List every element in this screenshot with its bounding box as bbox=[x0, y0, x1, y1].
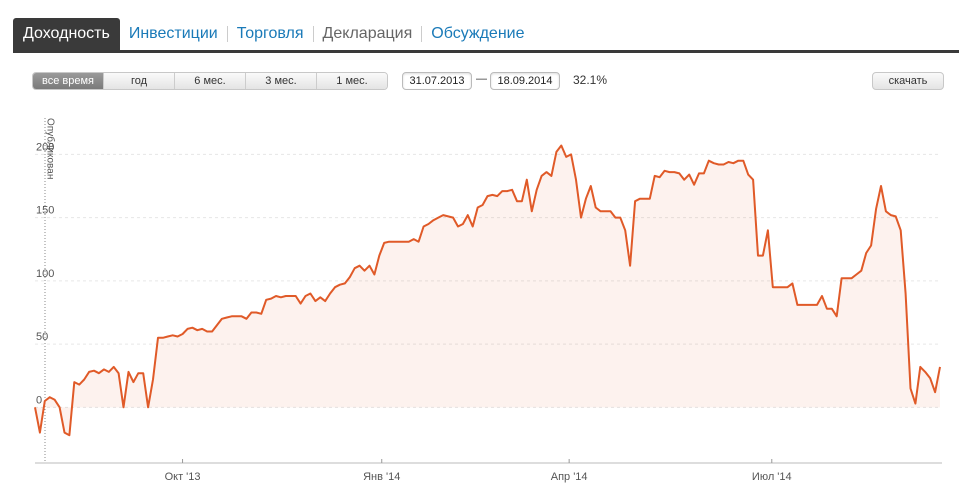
separator bbox=[421, 26, 423, 42]
separator bbox=[312, 26, 314, 42]
period-button[interactable]: все время bbox=[33, 73, 103, 89]
date-from[interactable]: 31.07.2013 bbox=[402, 72, 472, 90]
x-tick-label: Июл '14 bbox=[752, 471, 792, 483]
line bbox=[34, 144, 941, 437]
y-tick-label: 150 bbox=[36, 205, 54, 217]
period-button[interactable]: 1 мес. bbox=[316, 73, 387, 89]
date-separator: — bbox=[476, 73, 487, 85]
y-tick-label: 200 bbox=[36, 141, 54, 153]
controls: все время год 6 мес. 3 мес. 1 мес. 31.07… bbox=[32, 72, 944, 90]
y-tick-label: 100 bbox=[36, 268, 54, 280]
period-group: все время год 6 мес. 3 мес. 1 мес. bbox=[32, 72, 388, 90]
period-button[interactable]: год bbox=[103, 73, 174, 89]
tab[interactable]: Обсуждение bbox=[431, 25, 525, 42]
area bbox=[35, 145, 940, 436]
x-tick-label: Янв '14 bbox=[363, 471, 400, 483]
tab[interactable]: Инвестиции bbox=[128, 25, 218, 42]
separator bbox=[226, 26, 228, 42]
tab[interactable]: Декларация bbox=[322, 25, 413, 42]
y-tick-label: 50 bbox=[36, 331, 48, 343]
period-button[interactable]: 6 мес. bbox=[174, 73, 245, 89]
plot-background bbox=[35, 100, 940, 463]
return-value: 32.1% bbox=[573, 73, 608, 87]
x-tick-label: Окт '13 bbox=[165, 471, 201, 483]
publish-label: Опубликован bbox=[44, 118, 56, 179]
y-tick-label: 0 bbox=[36, 394, 42, 406]
x-tick-label: Апр '14 bbox=[551, 471, 588, 483]
download-button[interactable]: скачать bbox=[872, 72, 944, 90]
tab[interactable]: Доходность bbox=[13, 18, 120, 50]
tab[interactable]: Торговля bbox=[236, 25, 304, 42]
period-button[interactable]: 3 мес. bbox=[245, 73, 316, 89]
tab-bar: Доходность Инвестиции Торговля Деклараци… bbox=[13, 18, 959, 53]
date-to[interactable]: 18.09.2014 bbox=[490, 72, 560, 90]
